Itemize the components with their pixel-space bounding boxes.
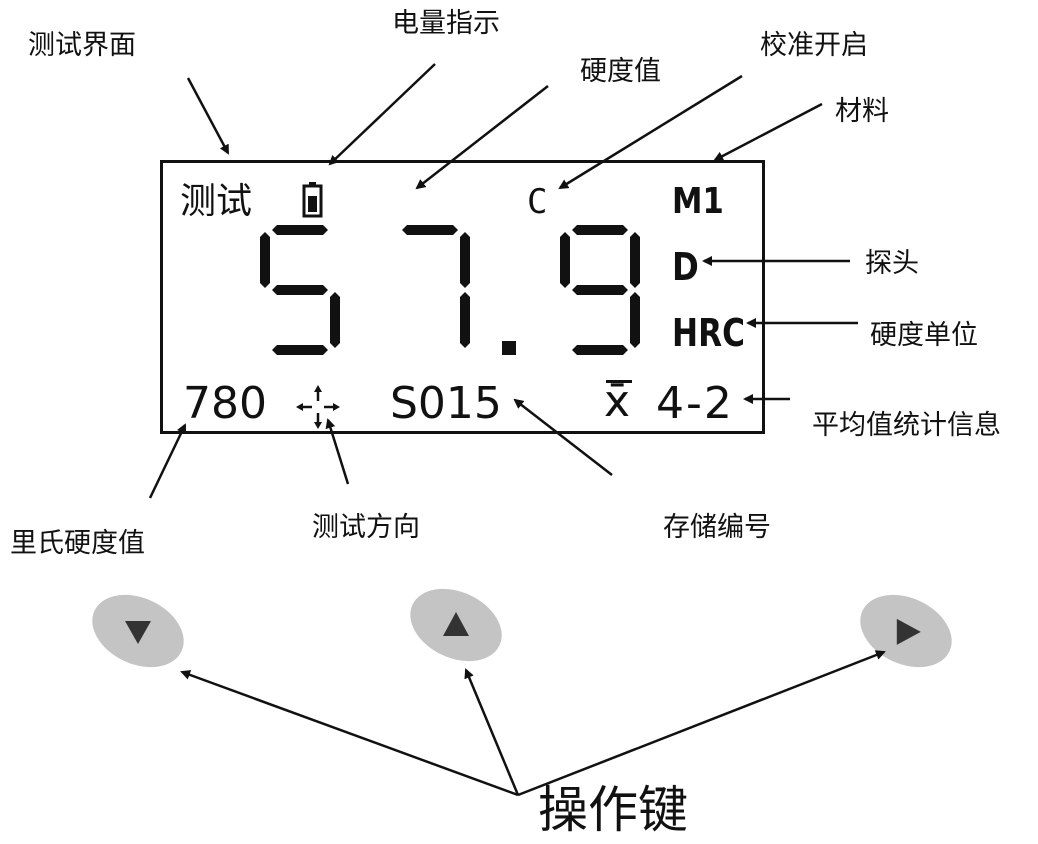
segment-b [630,232,640,288]
segment-digit-3 [560,225,640,355]
segment-d [272,345,328,355]
average-symbol: x̄ [604,376,632,427]
label-material: 材料 [835,96,889,127]
down-key[interactable] [80,580,196,682]
arrow-hardness-value [415,85,549,190]
probe-type: D [672,245,699,289]
label-leeb-hardness: 里氏硬度值 [10,528,145,559]
segment-d [572,345,628,355]
mode-label: 测试 [180,181,253,222]
segment-digit-1 [260,225,340,355]
arrow-battery [328,63,436,166]
segment-c [630,292,640,348]
battery-icon [302,182,323,218]
segment-a [272,225,328,235]
leeb-value: 780 [183,378,267,429]
x-bar-overline [606,380,632,383]
segment-digit-2 [402,225,470,348]
arrow-storage [513,398,613,476]
segment-c [330,292,340,348]
arrow-direction [325,418,350,485]
label-test-interface: 测试界面 [28,30,136,61]
calibration-flag: C [527,182,548,222]
arrow-calibration [558,74,743,190]
hardness-reading [260,225,640,355]
label-battery-indicator: 电量指示 [392,8,500,39]
arrow-material [713,102,823,162]
label-probe: 探头 [865,248,919,279]
segment-g [572,285,628,295]
arrow-key-right [517,650,886,797]
hardness-unit: HRC [672,311,745,355]
up-key[interactable] [398,574,514,676]
right-key[interactable] [848,580,964,682]
decimal-point [502,341,516,355]
segment-a [572,225,628,235]
arrow-key-up [464,668,520,796]
direction-crosshair-icon [296,385,340,429]
label-hardness-unit: 硬度单位 [870,320,978,351]
triangle-right-icon [896,618,921,645]
storage-id: S015 [390,378,502,429]
segment-g [272,285,328,295]
triangle-up-icon [443,612,469,636]
arrow-leeb [148,423,187,499]
segment-b [460,232,470,288]
material-code: M1 [672,181,724,222]
label-test-direction: 测试方向 [312,512,420,543]
arrow-key-down [180,670,519,797]
label-operation-keys: 操作键 [538,781,688,839]
lcd-display-frame [160,160,765,434]
x-bar-symbol: x̄ [604,376,631,427]
label-storage-number: 存储编号 [663,512,771,543]
triangle-down-icon [125,621,151,644]
segment-f [560,232,570,288]
label-hardness-value: 硬度值 [580,56,661,87]
label-average-stats: 平均值统计信息 [812,410,1001,441]
segment-c [460,292,470,348]
segment-f [260,232,270,288]
segment-a [402,225,458,235]
arrow-test-interface [186,77,230,155]
label-calibration-on: 校准开启 [760,30,868,61]
average-count: 4-2 [656,378,734,429]
